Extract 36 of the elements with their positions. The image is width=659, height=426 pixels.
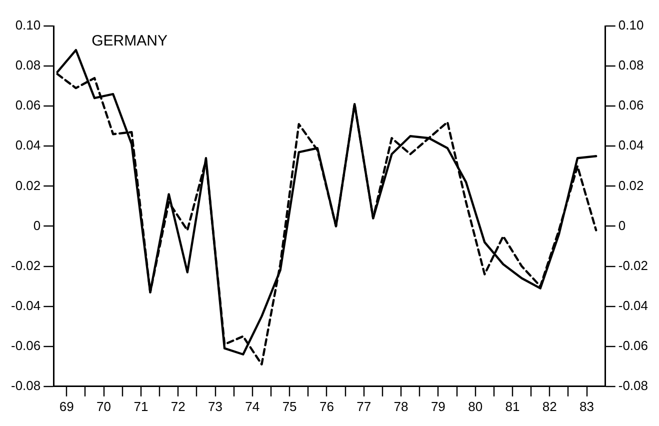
y2-tick-label: -0.08 [618,378,648,393]
y2-tick-label: 0.06 [618,98,644,113]
y-tick-label: 0.08 [15,58,41,73]
x-tick-label: 81 [505,398,520,414]
x-tick-label: 72 [170,398,186,414]
x-tick-label: 79 [430,398,446,414]
y-tick-label: 0 [33,218,41,233]
y2-tick-label: -0.02 [618,258,648,273]
y2-tick-label: 0 [618,218,626,233]
x-tick-label: 80 [468,398,483,414]
y2-tick-label: 0.04 [618,138,644,153]
x-tick-label: 70 [96,398,112,414]
text: GERMANY [92,32,168,50]
y-tick-label: -0.06 [10,338,41,353]
x-tick-label: 82 [542,398,557,414]
x-tick-label: 71 [134,398,148,414]
y2-tick-label: 0.10 [618,18,644,33]
x-tick-label: 76 [319,398,334,414]
x-tick-label: 83 [580,398,594,414]
y-tick-label: 0.02 [15,178,41,193]
y-tick-label: -0.02 [10,258,41,273]
x-tick-label: 73 [208,398,222,414]
x-tick-label: 77 [356,398,372,414]
y2-tick-label: -0.04 [618,298,648,313]
y-tick-label: 0.04 [15,138,41,153]
x-tick-label: 75 [282,398,297,414]
y-tick-label: -0.08 [10,378,41,393]
y2-tick-label: 0.02 [618,178,644,193]
x-tick-label: 69 [59,398,74,414]
x-tick-label: 78 [394,398,408,414]
y-tick-label: 0.10 [15,18,41,33]
x-tick-label: 74 [245,398,260,414]
y-tick-label: -0.04 [10,298,41,313]
y-tick-label: 0.06 [15,98,41,113]
y2-tick-label: -0.06 [618,338,648,353]
y2-tick-label: 0.08 [618,58,644,73]
